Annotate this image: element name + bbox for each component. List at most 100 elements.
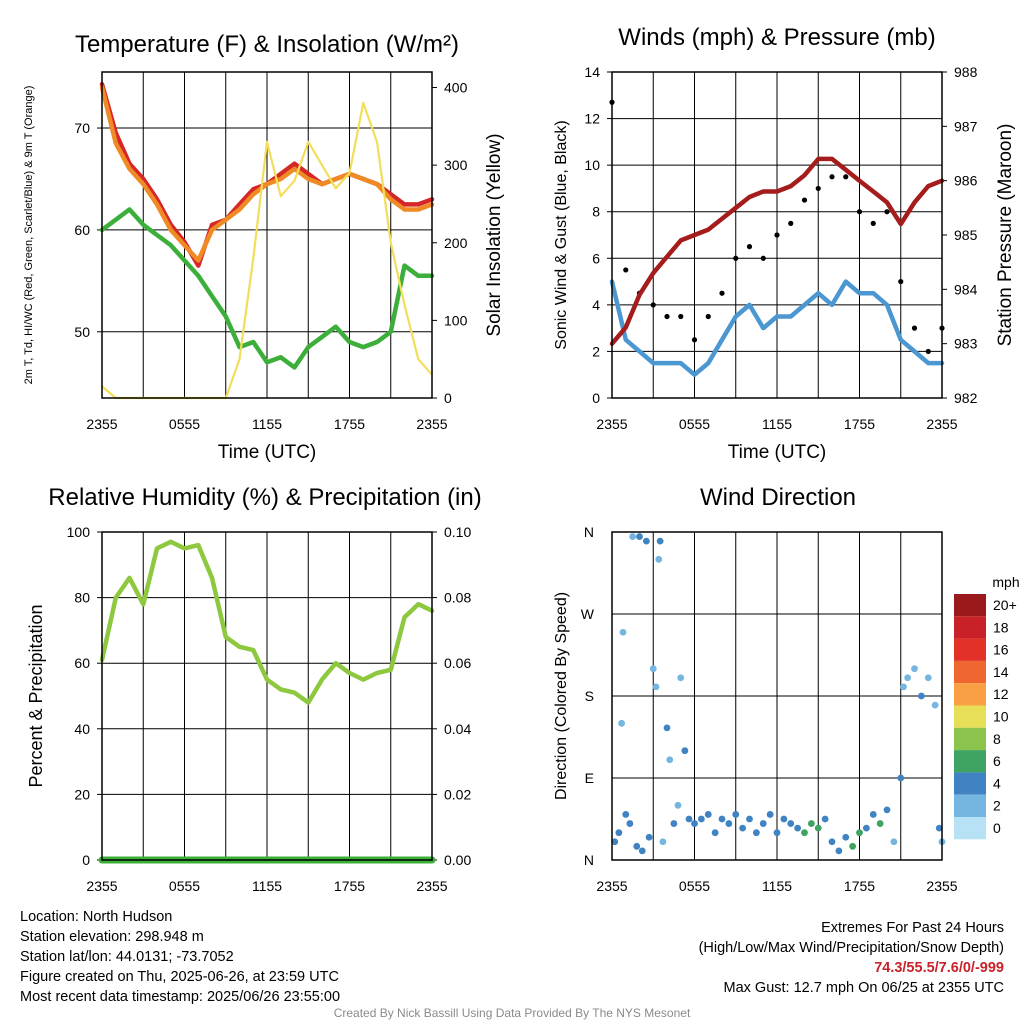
direction-point (931, 701, 939, 709)
legend-label: 0 (993, 820, 1001, 836)
y-tick-label: 70 (74, 120, 90, 136)
direction-tick-label: S (585, 688, 594, 704)
y-tick-label: 2 (592, 343, 600, 359)
direction-point (814, 824, 822, 832)
plot-frame (101, 531, 433, 861)
gust-point (623, 267, 629, 273)
x-tick-label: 1155 (252, 878, 282, 894)
x-tick-label: 2355 (416, 878, 447, 894)
y-tick-label-right: 986 (954, 173, 978, 189)
legend-label: 10 (993, 709, 1009, 725)
direction-point (611, 838, 619, 846)
gust-point (788, 220, 794, 226)
direction-point (759, 820, 767, 827)
direction-point (897, 774, 905, 782)
series-line-sonic-wind (609, 279, 945, 377)
chart-title: Temperature (F) & Insolation (W/m²) (75, 31, 459, 58)
y-tick-label: 8 (592, 204, 600, 220)
y-tick-label: 12 (584, 111, 600, 127)
chart-panel-2 (607, 71, 947, 399)
direction-tick-label: W (581, 606, 595, 622)
y-tick-label: 40 (74, 721, 90, 737)
y-tick-label-right: 100 (444, 312, 468, 328)
direction-point (629, 533, 637, 540)
x-axis-label: Time (UTC) (728, 442, 827, 463)
gust-point (925, 348, 931, 355)
y-tick-label: 50 (74, 324, 90, 340)
y-tick-label: 6 (592, 250, 600, 266)
gust-point (705, 313, 711, 320)
y-tick-label-right: 0 (444, 390, 452, 406)
x-tick-label: 1755 (334, 878, 365, 894)
direction-point (876, 820, 884, 827)
legend-swatch (954, 660, 986, 684)
direction-point (752, 829, 760, 837)
legend-swatch (954, 683, 986, 706)
direction-point (718, 815, 726, 823)
direction-point (670, 820, 678, 827)
x-tick-label: 1755 (844, 878, 875, 894)
gust-point (760, 255, 766, 261)
direction-point (849, 842, 857, 850)
direction-point (618, 719, 626, 727)
direction-point (739, 824, 747, 832)
legend-label: 16 (993, 642, 1009, 658)
legend-title: mph (992, 574, 1019, 590)
direction-point (904, 674, 912, 682)
gust-point (911, 325, 918, 331)
gust-point (691, 337, 698, 343)
direction-point (746, 815, 753, 823)
chart-title: Relative Humidity (%) & Precipitation (i… (48, 484, 481, 511)
direction-point (633, 842, 641, 850)
y-tick-label-right: 0.06 (444, 655, 471, 671)
y-tick-label-right: 300 (444, 157, 468, 173)
x-tick-label: 2355 (416, 416, 447, 432)
chart-title: Wind Direction (700, 484, 856, 511)
direction-point (917, 692, 925, 700)
direction-point (704, 811, 712, 818)
chart-panel-1 (97, 71, 437, 400)
direction-point (652, 683, 660, 691)
direction-point (666, 756, 674, 764)
gust-point (801, 197, 808, 203)
station-info: Location: North Hudson Station elevation… (20, 907, 340, 1007)
x-tick-label: 2355 (86, 878, 117, 894)
direction-point (801, 829, 808, 837)
x-tick-label: 0555 (169, 878, 200, 894)
direction-point (869, 811, 877, 818)
x-tick-label: 1155 (762, 416, 792, 432)
y-tick-label: 0 (592, 390, 600, 406)
legend-label: 6 (993, 753, 1001, 769)
direction-point (766, 811, 774, 818)
direction-point (649, 665, 657, 673)
direction-point (883, 806, 891, 814)
x-tick-label: 1755 (334, 416, 365, 432)
y-tick-label-right: 982 (954, 390, 978, 406)
y-axis-label: Sonic Wind & Gust (Blue, Black) (553, 120, 570, 349)
recent-data-text: Most recent data timestamp: 2025/06/26 2… (20, 989, 341, 1005)
direction-point (626, 820, 634, 827)
direction-point (780, 815, 788, 823)
direction-point (911, 665, 918, 673)
direction-point (773, 829, 781, 837)
direction-point (619, 628, 627, 636)
extremes-info: Extremes For Past 24 Hours (High/Low/Max… (699, 918, 1004, 998)
legend-swatch (954, 616, 986, 639)
x-tick-label: 0555 (169, 416, 200, 432)
direction-point (663, 724, 671, 732)
direction-point (732, 811, 740, 818)
extremes-legend: (High/Low/Max Wind/Precipitation/Snow De… (698, 940, 1004, 956)
x-tick-label: 2355 (596, 878, 627, 894)
direction-point (645, 833, 653, 841)
gust-point (843, 174, 849, 180)
gust-point (746, 244, 753, 250)
legend-swatch (954, 794, 986, 817)
y-tick-label-right: 0.10 (444, 524, 471, 540)
y-tick-label-right: 0.02 (444, 786, 471, 802)
y-tick-label: 60 (74, 655, 90, 671)
direction-point (691, 820, 698, 827)
direction-tick-label: N (584, 524, 594, 540)
legend-swatch (954, 705, 986, 728)
y-axis-label: Direction (Colored By Speed) (553, 592, 570, 800)
